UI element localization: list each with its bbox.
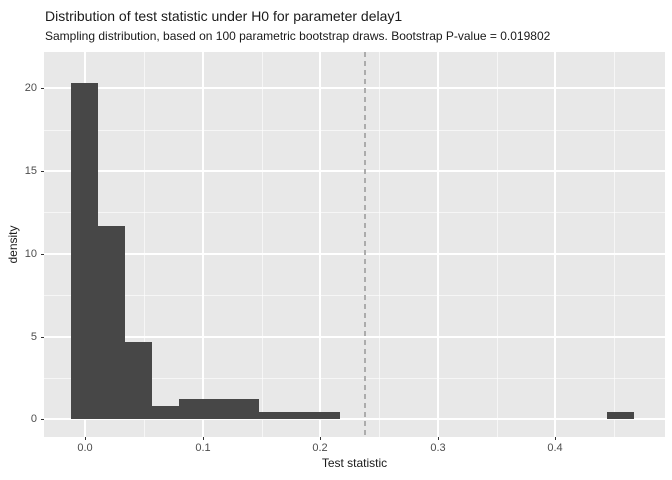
histogram-bar bbox=[152, 406, 179, 419]
gridline-major bbox=[44, 87, 665, 89]
y-tick-label: 20 bbox=[24, 82, 37, 94]
x-tick-label: 0.2 bbox=[312, 442, 328, 454]
gridline-minor bbox=[378, 52, 380, 437]
gridline-minor bbox=[44, 294, 665, 296]
gridline-major bbox=[554, 52, 556, 437]
gridline-major bbox=[319, 52, 321, 437]
x-tick-mark bbox=[203, 437, 204, 440]
plot-panel bbox=[44, 52, 665, 437]
histogram-bar bbox=[98, 226, 125, 419]
gridline-minor bbox=[261, 52, 263, 437]
histogram-bar bbox=[232, 399, 259, 419]
x-axis-label: Test statistic bbox=[321, 456, 388, 470]
y-tick-mark bbox=[41, 419, 44, 420]
y-tick-label: 10 bbox=[24, 248, 37, 260]
x-tick-label: 0.0 bbox=[77, 442, 93, 454]
x-tick-mark bbox=[85, 437, 86, 440]
histogram-bar bbox=[207, 399, 232, 419]
x-tick-mark bbox=[320, 437, 321, 440]
gridline-minor bbox=[143, 52, 145, 437]
x-tick-label: 0.3 bbox=[430, 442, 446, 454]
gridline-minor bbox=[613, 52, 615, 437]
gridline-minor bbox=[44, 129, 665, 131]
gridline-minor bbox=[44, 211, 665, 213]
y-tick-label: 0 bbox=[30, 413, 37, 425]
y-tick-mark bbox=[41, 337, 44, 338]
gridline-minor bbox=[496, 52, 498, 437]
histogram-bar bbox=[125, 342, 152, 419]
y-axis-label: density bbox=[6, 225, 20, 264]
x-tick-label: 0.1 bbox=[195, 442, 211, 454]
gridline-major bbox=[44, 170, 665, 172]
gridline-major bbox=[44, 336, 665, 338]
x-tick-mark bbox=[555, 437, 556, 440]
gridline-major bbox=[202, 52, 204, 437]
gridline-minor bbox=[44, 377, 665, 379]
y-tick-mark bbox=[41, 171, 44, 172]
y-tick-mark bbox=[41, 254, 44, 255]
gridline-major bbox=[44, 253, 665, 255]
x-tick-mark bbox=[438, 437, 439, 440]
chart-title: Distribution of test statistic under H0 … bbox=[45, 8, 403, 24]
y-tick-label: 15 bbox=[24, 165, 37, 177]
gridline-major bbox=[437, 52, 439, 437]
y-tick-mark bbox=[41, 88, 44, 89]
histogram-bar bbox=[313, 412, 340, 419]
x-tick-label: 0.4 bbox=[547, 442, 563, 454]
histogram-bar bbox=[259, 412, 286, 419]
histogram-bar bbox=[71, 83, 98, 419]
observed-statistic-line bbox=[364, 52, 366, 437]
gridline-major bbox=[44, 418, 665, 420]
histogram-bar bbox=[179, 399, 207, 419]
chart-subtitle: Sampling distribution, based on 100 para… bbox=[45, 29, 551, 43]
histogram-bar bbox=[286, 412, 313, 419]
y-tick-label: 5 bbox=[30, 331, 37, 343]
histogram-bar bbox=[607, 412, 634, 419]
